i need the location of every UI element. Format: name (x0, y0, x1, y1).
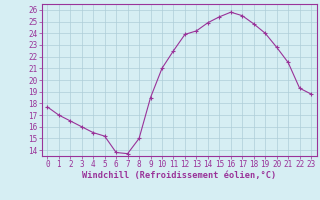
X-axis label: Windchill (Refroidissement éolien,°C): Windchill (Refroidissement éolien,°C) (82, 171, 276, 180)
